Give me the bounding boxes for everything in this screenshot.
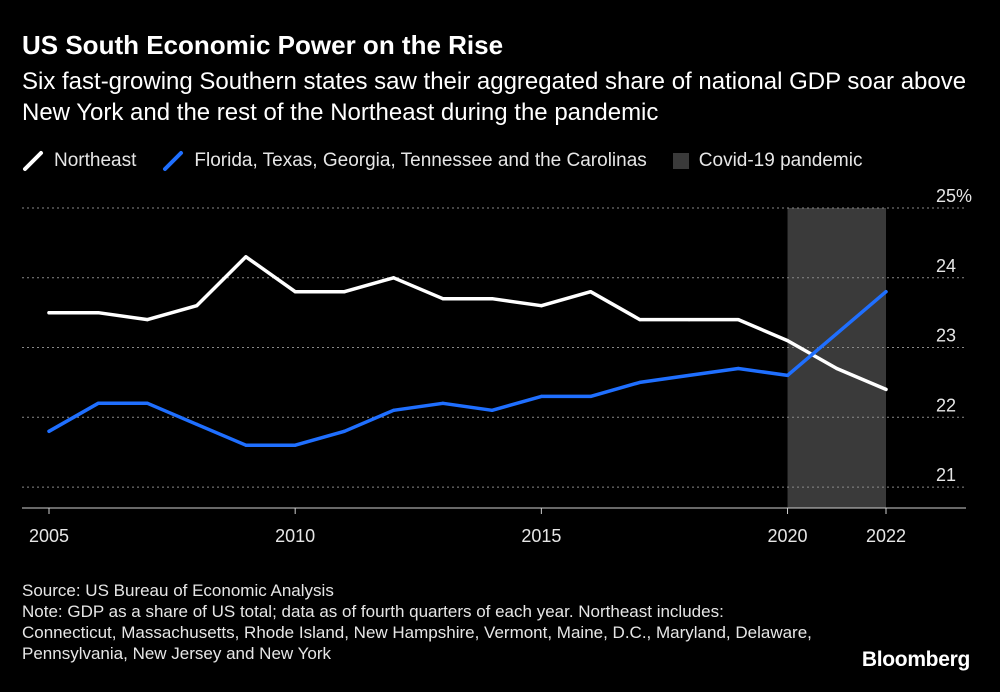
south-point-2014 bbox=[490, 408, 494, 412]
x-tick-label-2015: 2015 bbox=[521, 526, 561, 546]
northeast-point-2022 bbox=[884, 387, 888, 391]
x-tick-label-2005: 2005 bbox=[29, 526, 69, 546]
y-tick-label-21: 21 bbox=[936, 465, 956, 485]
footer: Source: US Bureau of Economic Analysis N… bbox=[22, 580, 822, 664]
south-point-2021 bbox=[835, 331, 839, 336]
y-tick-label-22: 22 bbox=[936, 395, 956, 415]
northeast-point-2009 bbox=[244, 255, 248, 259]
source-note: Source: US Bureau of Economic Analysis bbox=[22, 581, 334, 600]
northeast-point-2020 bbox=[785, 338, 790, 343]
south-series-line bbox=[47, 289, 888, 447]
northeast-point-2008 bbox=[195, 304, 199, 308]
northeast-point-2019 bbox=[736, 318, 740, 322]
northeast-point-2016 bbox=[588, 290, 593, 294]
south-point-2011 bbox=[342, 429, 347, 433]
northeast-line-icon bbox=[23, 151, 43, 171]
x-tick-label-2010: 2010 bbox=[275, 526, 315, 546]
y-tick-label-25: 25% bbox=[936, 186, 972, 206]
northeast-series-line bbox=[47, 255, 888, 392]
northeast-point-2005 bbox=[47, 311, 51, 315]
chart-subtitle: Six fast-growing Southern states saw the… bbox=[22, 68, 967, 126]
south-point-2007 bbox=[145, 401, 150, 405]
northeast-point-2015 bbox=[539, 304, 543, 308]
legend-item-south: Florida, Texas, Georgia, Tennessee and t… bbox=[162, 150, 647, 172]
bloomberg-logo: Bloomberg bbox=[861, 648, 970, 671]
south-point-2005 bbox=[47, 429, 51, 433]
south-point-2019 bbox=[736, 366, 740, 371]
northeast-point-2017 bbox=[638, 318, 642, 322]
northeast-point-2014 bbox=[490, 297, 494, 301]
northeast-point-2011 bbox=[342, 290, 347, 294]
south-point-2009 bbox=[244, 443, 248, 447]
south-point-2015 bbox=[539, 394, 543, 398]
methodology-note: Note: GDP as a share of US total; data a… bbox=[22, 602, 812, 663]
x-tick-label-2022: 2022 bbox=[866, 526, 906, 546]
northeast-point-2018 bbox=[687, 318, 691, 322]
chart-title: US South Economic Power on the Rise bbox=[22, 30, 504, 60]
south-point-2022 bbox=[884, 290, 888, 294]
south-point-2020 bbox=[785, 373, 790, 378]
legend-label-covid: Covid-19 pandemic bbox=[698, 150, 863, 171]
covid-shade-icon bbox=[672, 153, 689, 169]
south-point-2012 bbox=[392, 408, 396, 412]
legend-label-northeast: Northeast bbox=[54, 150, 137, 171]
legend-item-covid: Covid-19 pandemic bbox=[672, 150, 863, 172]
covid-pandemic-band bbox=[787, 208, 886, 508]
south-point-2008 bbox=[195, 422, 199, 426]
legend: Northeast Florida, Texas, Georgia, Tenne… bbox=[22, 146, 862, 176]
y-tick-label-24: 24 bbox=[936, 256, 956, 276]
northeast-point-2007 bbox=[145, 318, 150, 322]
south-point-2013 bbox=[441, 401, 445, 405]
legend-label-south: Florida, Texas, Georgia, Tennessee and t… bbox=[194, 150, 647, 171]
x-tick-label-2020: 2020 bbox=[768, 526, 808, 546]
northeast-point-2010 bbox=[293, 290, 297, 294]
northeast-point-2021 bbox=[835, 366, 839, 371]
south-point-2018 bbox=[687, 373, 691, 378]
south-point-2010 bbox=[293, 443, 297, 447]
northeast-point-2012 bbox=[392, 276, 396, 280]
south-point-2006 bbox=[96, 401, 100, 405]
legend-item-northeast: Northeast bbox=[22, 150, 136, 172]
y-tick-label-23: 23 bbox=[936, 326, 956, 346]
south-point-2016 bbox=[588, 394, 593, 398]
south-line-icon bbox=[163, 151, 184, 171]
northeast-point-2006 bbox=[96, 311, 100, 315]
south-point-2017 bbox=[638, 380, 642, 385]
northeast-point-2013 bbox=[441, 297, 445, 301]
